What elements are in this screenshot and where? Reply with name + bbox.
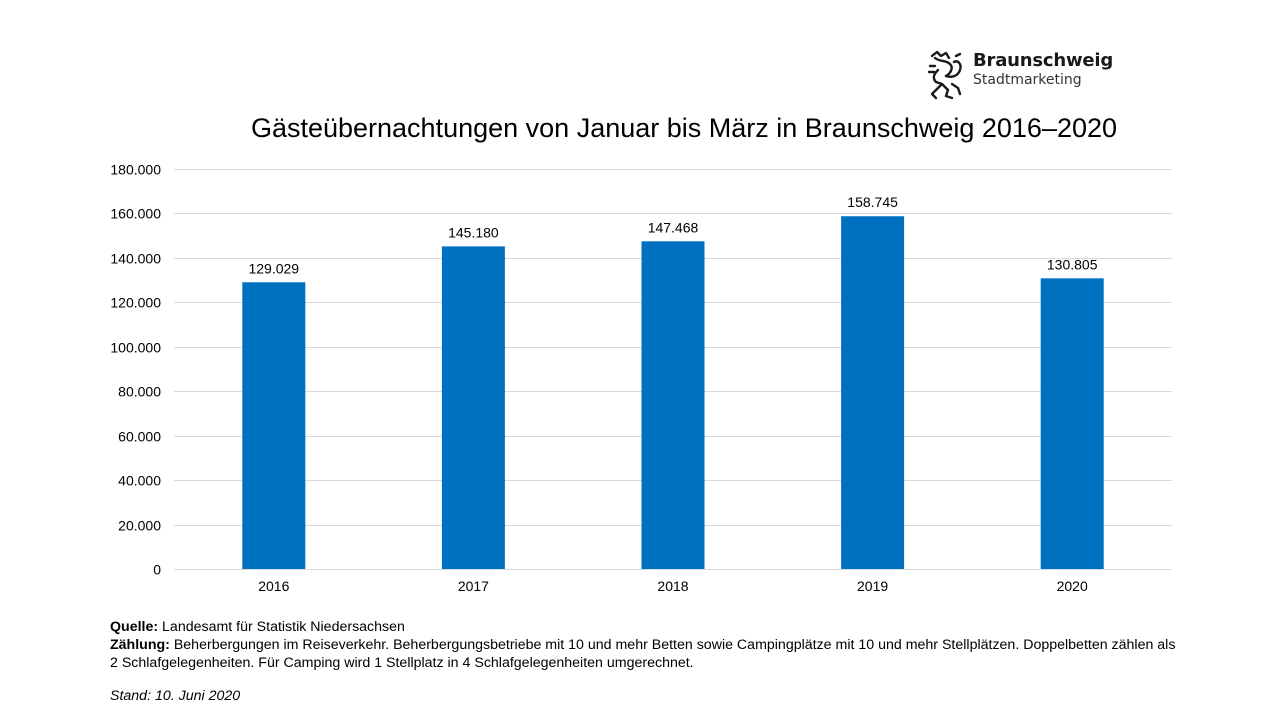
counting-line: Zählung: Beherbergungen im Reiseverkehr.… bbox=[110, 636, 1230, 654]
counting-line-2: 2 Schlafgelegenheiten. Für Camping wird … bbox=[110, 655, 694, 671]
x-tick-label: 2019 bbox=[857, 578, 888, 594]
y-tick-label: 40.000 bbox=[118, 473, 161, 489]
y-tick-label: 100.000 bbox=[110, 340, 161, 356]
data-label: 158.745 bbox=[847, 194, 898, 210]
bar bbox=[1040, 278, 1104, 569]
logo-name: Braunschweig bbox=[973, 50, 1114, 71]
source-line: Quelle: Landesamt für Statistik Niedersa… bbox=[110, 618, 1230, 636]
counting-text: Beherbergungen im Reiseverkehr. Beherber… bbox=[169, 637, 1176, 653]
counting-label: Zählung: bbox=[110, 637, 170, 653]
y-tick-label: 160.000 bbox=[110, 206, 161, 222]
bar bbox=[641, 241, 705, 569]
source-text: Landesamt für Statistik Niedersachsen bbox=[158, 619, 405, 635]
chart-title: Gästeübernachtungen von Januar bis März … bbox=[250, 113, 1118, 143]
chart-notes: Quelle: Landesamt für Statistik Niedersa… bbox=[110, 618, 1230, 672]
stand-date: Stand: 10. Juni 2020 bbox=[110, 688, 241, 704]
source-label: Quelle: bbox=[110, 619, 159, 635]
y-tick-label: 180.000 bbox=[110, 162, 161, 178]
x-tick-label: 2016 bbox=[258, 578, 289, 594]
bar bbox=[242, 282, 306, 569]
y-tick-label: 120.000 bbox=[110, 295, 161, 311]
data-label: 145.180 bbox=[448, 224, 499, 240]
data-label: 129.029 bbox=[248, 260, 299, 276]
x-tick-label: 2017 bbox=[458, 578, 489, 594]
bar-chart: 0 20.000 40.000 60.000 80.000 100.000 120.000 1… bbox=[110, 162, 1172, 594]
braunschweig-lion-icon bbox=[927, 50, 962, 100]
y-tick-label: 20.000 bbox=[118, 518, 161, 534]
data-label: 130.805 bbox=[1047, 256, 1098, 272]
y-tick-label: 80.000 bbox=[118, 384, 161, 400]
data-label: 147.468 bbox=[648, 219, 699, 235]
logo-subtitle: Stadtmarketing bbox=[973, 72, 1082, 88]
braunschweig-logo: Braunschweig Stadtmarketing bbox=[926, 48, 1126, 104]
bar bbox=[441, 246, 505, 569]
x-tick-label: 2018 bbox=[657, 578, 688, 594]
y-tick-label: 0 bbox=[153, 562, 161, 578]
bar bbox=[841, 216, 905, 569]
x-tick-label: 2020 bbox=[1057, 578, 1088, 594]
y-tick-label: 60.000 bbox=[118, 429, 161, 445]
y-tick-label: 140.000 bbox=[110, 251, 161, 267]
